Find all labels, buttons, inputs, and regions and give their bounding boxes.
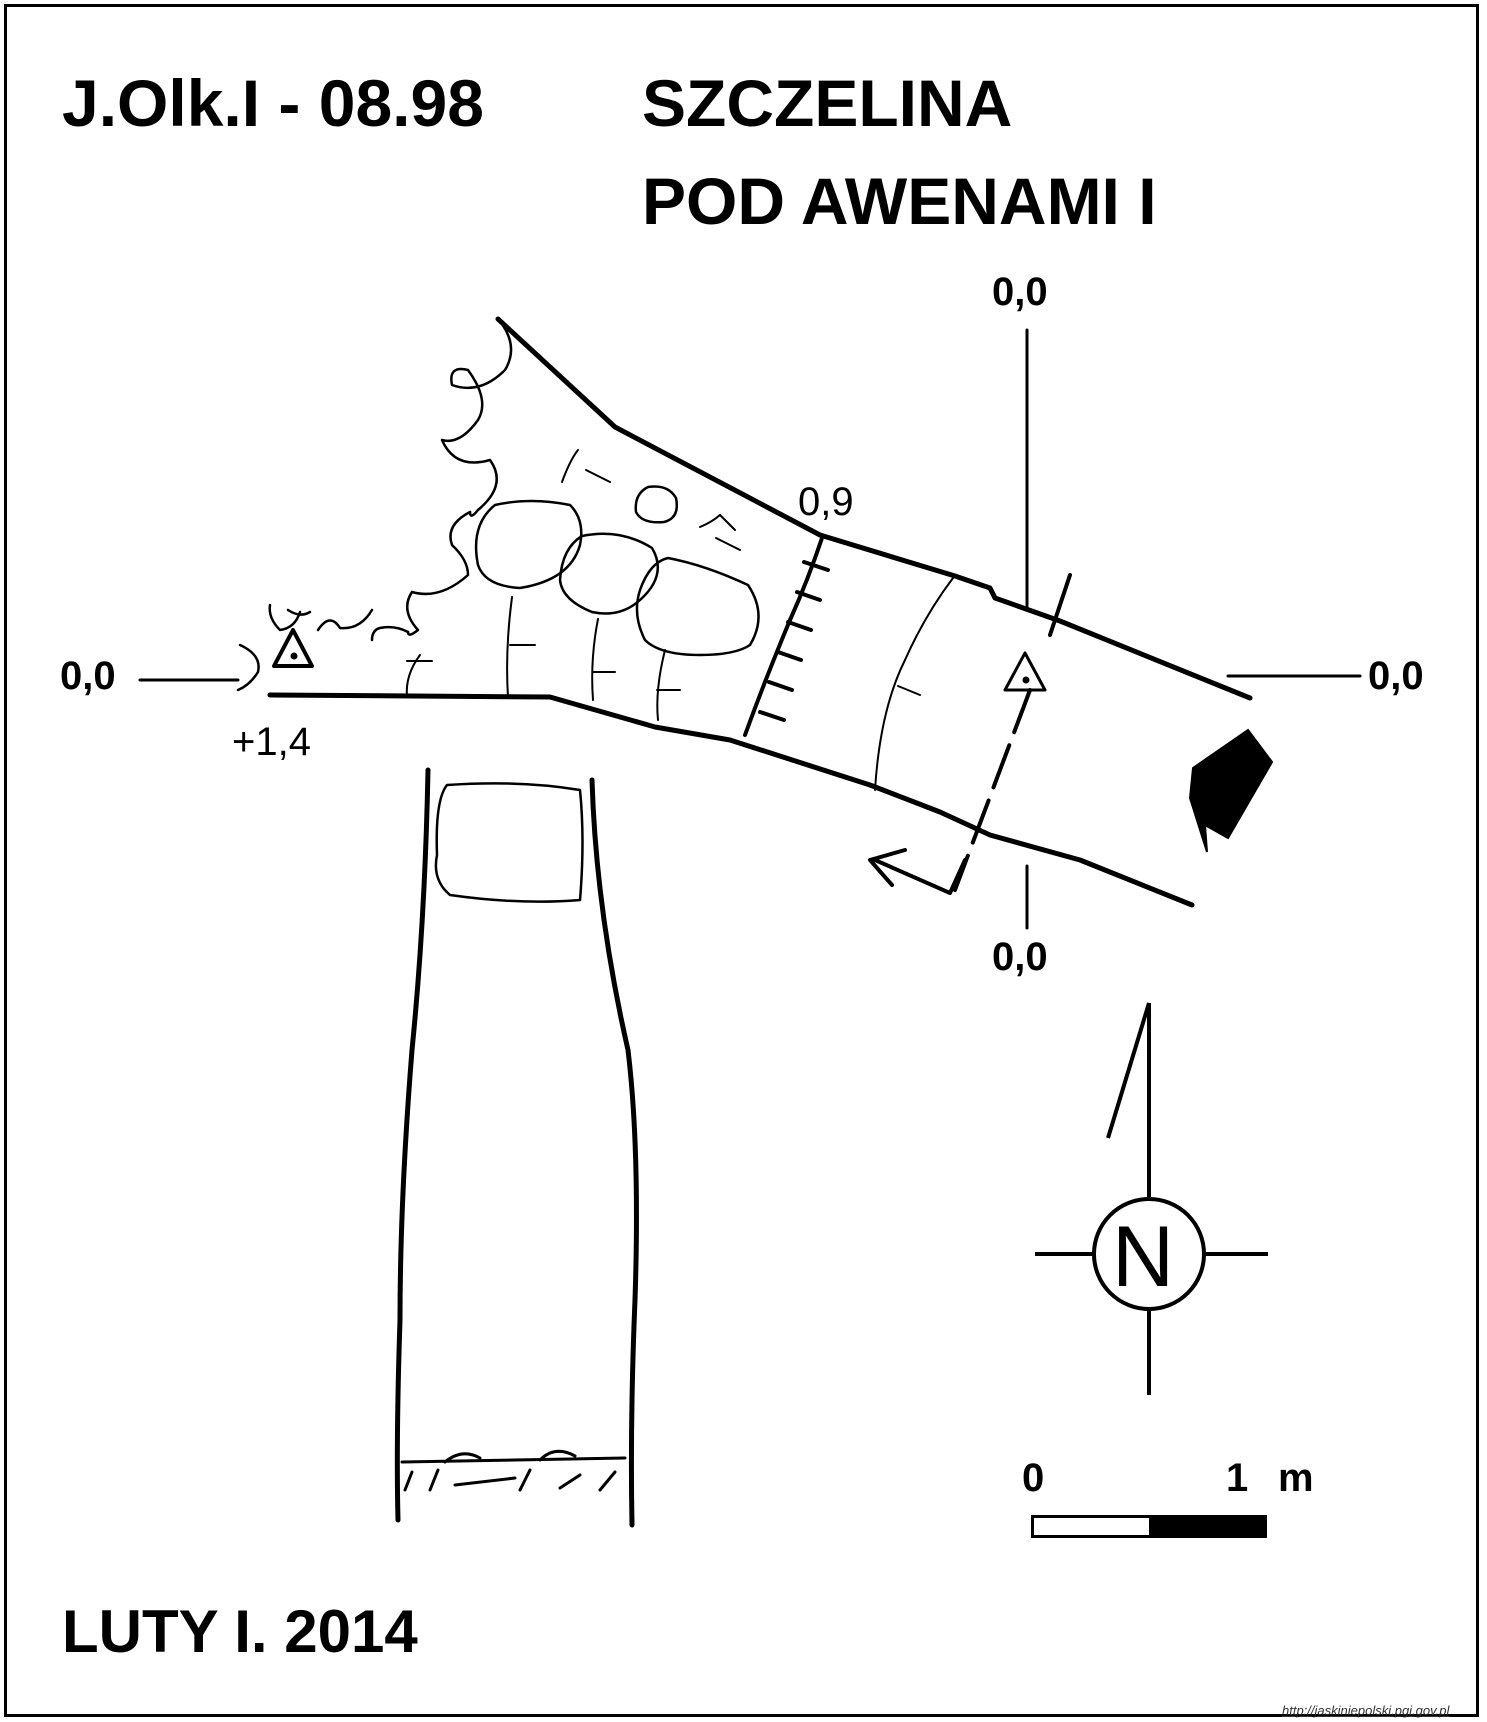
scale-bar (1031, 1515, 1267, 1538)
shaft-floor (400, 1449, 627, 1492)
ledge-lines (405, 449, 741, 721)
survey-station-icon (1003, 651, 1047, 692)
cave-wall-north (495, 316, 1253, 701)
section-axis-lines (138, 328, 1362, 930)
scale-start-label: 0 (1022, 1456, 1045, 1500)
section-cut-line (868, 573, 1072, 895)
boulder (474, 499, 583, 590)
boulder-small (634, 485, 678, 524)
rock-outline-west (236, 317, 513, 692)
depth-label-left: 0,0 (60, 654, 116, 698)
depth-label-top: 0,0 (992, 270, 1048, 314)
cave-code: J.Olk.I - 08.98 (62, 66, 484, 140)
shaft-boulder (434, 782, 584, 903)
survey-date: LUTY I. 2014 (62, 1598, 418, 1665)
map-frame (4, 4, 1479, 1717)
compass-north-letter: N (1112, 1209, 1175, 1305)
scale-bar-black-segment (1149, 1518, 1264, 1535)
cave-name-line1: SZCZELINA (642, 66, 1013, 140)
scale-end-label: 1 (1226, 1456, 1249, 1500)
depth-label-mid: 0,9 (798, 480, 854, 524)
depth-label-bottom: 0,0 (992, 935, 1048, 979)
boulder (635, 556, 760, 657)
station-point (290, 652, 298, 660)
rock-step (743, 536, 830, 737)
cave-wall-south (267, 692, 1195, 908)
compass-rose (1035, 1002, 1268, 1395)
source-credit: http://jaskiniepolski.pgi.gov.pl (1282, 1703, 1450, 1718)
scale-unit-label: m (1278, 1456, 1314, 1500)
shaft-wall (394, 767, 639, 1528)
survey-station-icon (272, 628, 314, 668)
station-point (1022, 676, 1030, 684)
entrance-arrow-icon (1188, 728, 1274, 853)
depth-label-plus: +1,4 (232, 720, 311, 764)
cave-name-line2: POD AWENAMI I (642, 164, 1157, 238)
scale-bar-white-segment (1034, 1518, 1149, 1535)
depth-label-right: 0,0 (1368, 654, 1424, 698)
ledge-line-east (874, 577, 954, 791)
boulder (558, 532, 660, 615)
